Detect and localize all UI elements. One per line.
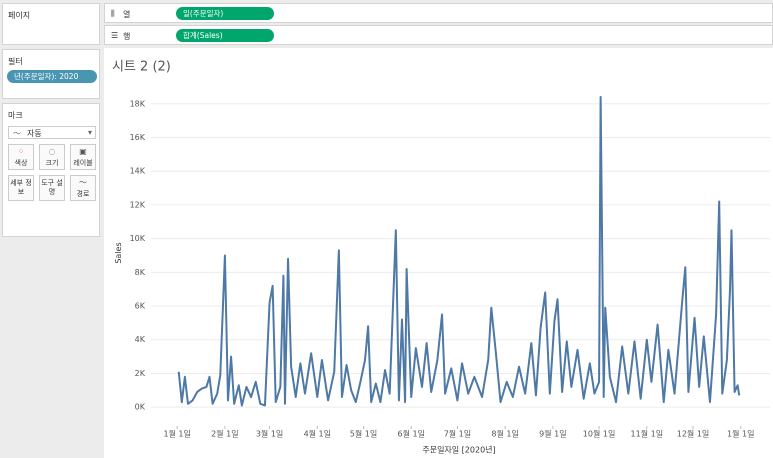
x-tick-label: 1월 1일 bbox=[727, 429, 754, 439]
columns-shelf: ⫼ 열 일(주문일자) bbox=[104, 3, 773, 23]
y-tick-label: 18K bbox=[130, 99, 146, 108]
panel-title: 마크 bbox=[8, 111, 23, 120]
columns-pill[interactable]: 일(주문일자) bbox=[176, 7, 274, 20]
x-tick-label: 5월 1일 bbox=[350, 429, 377, 439]
y-tick-label: 8K bbox=[135, 268, 146, 277]
x-tick-label: 4월 1일 bbox=[304, 429, 331, 439]
x-tick-label: 6월 1일 bbox=[397, 429, 424, 439]
mark-button-label: 레이블 bbox=[73, 159, 93, 167]
dropdown-arrow: ▾ bbox=[87, 128, 92, 137]
mark-button-label: 크기 bbox=[45, 159, 59, 167]
shelf-label: 행 bbox=[123, 32, 131, 41]
x-axis-title: 주문일자일 [2020년] bbox=[422, 445, 495, 455]
mark-button-label: 세부 정보 bbox=[10, 179, 32, 196]
mark-button[interactable]: 도구 설명 bbox=[39, 175, 65, 201]
x-tick-label: 7월 1일 bbox=[444, 429, 471, 439]
x-tick-label: 12월 1일 bbox=[677, 429, 710, 439]
mark-icon: ⁘ bbox=[17, 147, 25, 156]
mark-button-label: 색상 bbox=[14, 159, 28, 167]
x-tick-label: 11월 1일 bbox=[631, 429, 664, 439]
data-line bbox=[177, 96, 741, 407]
marks-panel: 마크 〜 자동 ▾ ⁘ 색상 ◌ 크기 ▣ 레이블 세부 정보 도구 설명 〜 경로 bbox=[2, 103, 100, 237]
x-tick-label: 1월 1일 bbox=[163, 429, 190, 439]
sheet-title: 시트 2 (2) bbox=[112, 60, 171, 75]
filter-pill[interactable]: 년(주문일자): 2020 bbox=[7, 70, 97, 83]
mark-icon: 〜 bbox=[79, 178, 87, 187]
x-tick-label: 8월 1일 bbox=[491, 429, 518, 439]
mark-type-dropdown[interactable]: 〜 자동 ▾ bbox=[8, 126, 96, 139]
y-tick-label: 16K bbox=[130, 133, 146, 142]
y-axis-title: Sales bbox=[114, 242, 123, 263]
mark-button-label: 경로 bbox=[76, 190, 90, 198]
mark-button[interactable]: 〜 경로 bbox=[70, 175, 96, 201]
y-tick-label: 4K bbox=[135, 335, 146, 344]
x-tick-label: 3월 1일 bbox=[256, 429, 283, 439]
mark-type-label: 자동 bbox=[27, 129, 42, 138]
mark-button[interactable]: ⁘ 색상 bbox=[8, 144, 34, 170]
shelf-label: 열 bbox=[123, 10, 131, 19]
rows-pill[interactable]: 합계(Sales) bbox=[176, 29, 274, 42]
filters-panel: 필터 년(주문일자): 2020 bbox=[2, 49, 100, 99]
panel-title: 페이지 bbox=[8, 11, 31, 20]
mark-button[interactable]: 세부 정보 bbox=[8, 175, 34, 201]
panel-title: 필터 bbox=[8, 57, 23, 66]
y-tick-label: 10K bbox=[130, 234, 146, 243]
shelf-icon: ☰ bbox=[111, 31, 119, 40]
y-tick-label: 0K bbox=[135, 403, 146, 412]
mark-icon: ◌ bbox=[48, 147, 56, 156]
mark-icon: ▣ bbox=[79, 147, 87, 156]
sheet-area bbox=[104, 48, 773, 458]
y-tick-label: 2K bbox=[135, 369, 146, 378]
x-tick-label: 10월 1일 bbox=[583, 429, 616, 439]
mark-type-icon: 〜 bbox=[13, 129, 21, 138]
x-tick-label: 9월 1일 bbox=[539, 429, 566, 439]
pages-panel: 페이지 bbox=[2, 3, 100, 45]
rows-shelf: ☰ 행 합계(Sales) bbox=[104, 25, 773, 45]
y-tick-label: 6K bbox=[135, 302, 146, 311]
shelf-icon: ⫼ bbox=[111, 9, 115, 18]
mark-button[interactable]: ▣ 레이블 bbox=[70, 144, 96, 170]
y-tick-label: 12K bbox=[130, 200, 146, 209]
y-tick-label: 14K bbox=[130, 167, 146, 176]
x-tick-label: 2월 1일 bbox=[211, 429, 238, 439]
mark-button[interactable]: ◌ 크기 bbox=[39, 144, 65, 170]
mark-button-label: 도구 설명 bbox=[41, 179, 63, 196]
